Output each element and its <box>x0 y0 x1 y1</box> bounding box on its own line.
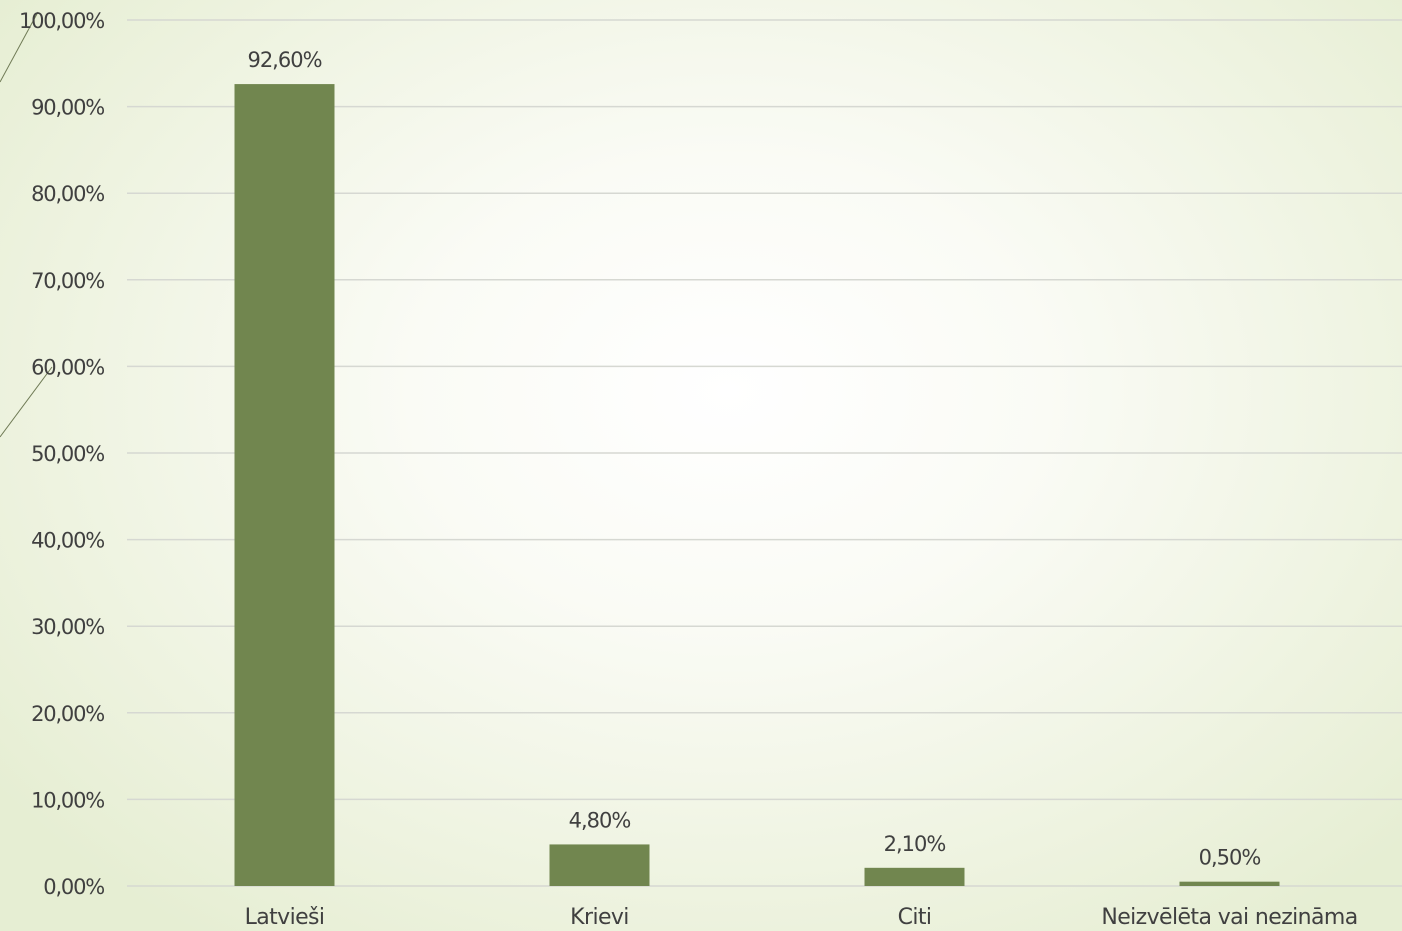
x-tick-label: Citi <box>898 905 932 930</box>
decor-line <box>0 366 53 438</box>
bar <box>1179 881 1280 886</box>
bar <box>864 867 965 886</box>
x-tick-label: Krievi <box>570 905 629 930</box>
bars <box>234 84 1280 887</box>
data-labels: 92,60% 4,80% 2,10% 0,50% <box>247 48 1261 870</box>
y-tick-label: 0,00% <box>43 875 104 899</box>
decorative-lines <box>0 11 53 438</box>
y-tick-label: 10,00% <box>31 788 104 812</box>
data-label: 92,60% <box>247 48 321 72</box>
y-tick-label: 80,00% <box>31 182 104 206</box>
data-label: 4,80% <box>569 808 631 832</box>
decor-line <box>0 11 39 83</box>
y-tick-label: 20,00% <box>31 702 104 726</box>
bar <box>549 844 650 886</box>
x-tick-label: Neizvēlēta vai nezināma <box>1101 905 1357 930</box>
y-tick-label: 60,00% <box>31 355 104 379</box>
y-tick-label: 90,00% <box>31 96 104 120</box>
y-tick-label: 30,00% <box>31 615 104 639</box>
y-tick-label: 40,00% <box>31 529 104 553</box>
y-tick-label: 100,00% <box>19 9 104 33</box>
data-label: 2,10% <box>884 832 946 856</box>
bar <box>234 84 335 887</box>
x-axis-labels: Latvieši Krievi Citi Neizvēlēta vai nezinām… <box>245 905 1359 930</box>
y-tick-label: 70,00% <box>31 269 104 293</box>
y-tick-label: 50,00% <box>31 442 104 466</box>
y-axis-ticks: 0,00% 10,00% 20,00% 30,00% 40,00% 50,00% 60,00… <box>19 9 105 899</box>
data-label: 0,50% <box>1199 846 1261 870</box>
x-tick-label: Latvieši <box>245 905 325 930</box>
gridlines <box>127 19 1402 887</box>
